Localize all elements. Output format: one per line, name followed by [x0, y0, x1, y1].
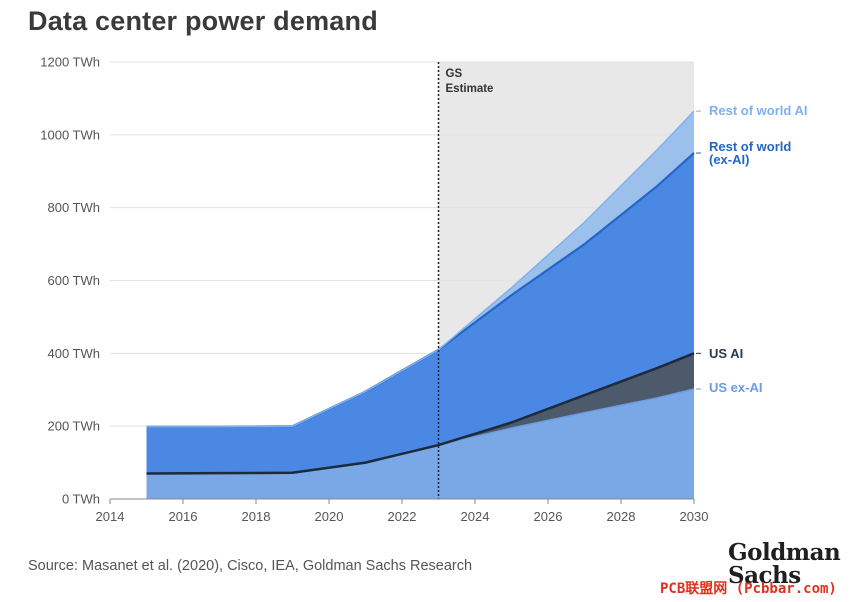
y-tick-label: 1200 TWh — [40, 55, 100, 70]
chart-title: Data center power demand — [28, 6, 378, 36]
y-tick-label: 600 TWh — [47, 273, 100, 288]
logo-line-2: Sachs — [728, 562, 801, 589]
y-tick-label: 400 TWh — [47, 346, 100, 361]
legend-label: Rest of world AI — [709, 103, 807, 118]
y-tick-label: 200 TWh — [47, 419, 100, 434]
line-rest-of-world-ai — [146, 110, 695, 428]
x-tick-label: 2014 — [96, 509, 125, 524]
x-tick-label: 2016 — [169, 509, 198, 524]
x-tick-label: 2022 — [388, 509, 417, 524]
x-tick-label: 2020 — [315, 509, 344, 524]
x-tick-label: 2026 — [534, 509, 563, 524]
x-tick-label: 2024 — [461, 509, 490, 524]
x-tick-label: 2028 — [607, 509, 636, 524]
y-tick-label: 800 TWh — [47, 200, 100, 215]
source-note: Source: Masanet et al. (2020), Cisco, IE… — [28, 558, 473, 574]
line-us-ai — [146, 352, 695, 475]
legend-label: Rest of world (ex-AI) — [709, 139, 791, 167]
goldman-sachs-logo: Goldman Sachs — [728, 539, 841, 589]
estimate-label-line1: GS — [446, 68, 463, 80]
logo-line-1: Goldman — [728, 539, 841, 566]
area-us-ex-ai — [146, 389, 694, 499]
watermark-text: PCB联盟网 (Pcbbar.com) — [660, 581, 837, 597]
legend-label: US AI — [709, 346, 743, 361]
legend-label: US ex-AI — [709, 380, 762, 395]
x-tick-label: 2018 — [242, 509, 271, 524]
y-tick-label: 1000 TWh — [40, 127, 100, 142]
estimate-label-line2: Estimate — [446, 83, 494, 95]
x-tick-label: 2030 — [680, 509, 709, 524]
y-tick-label: 0 TWh — [62, 492, 100, 507]
area-rest-of-world-ex-ai- — [146, 153, 694, 474]
